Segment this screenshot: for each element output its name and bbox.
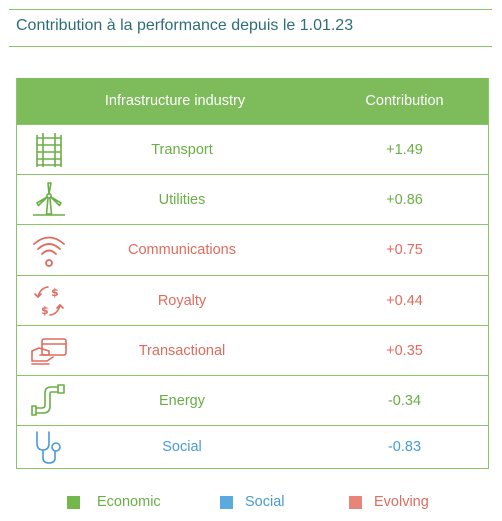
row-value: +0.75 <box>386 242 423 258</box>
row-value: +0.44 <box>386 292 423 309</box>
header-contribution: Contribution <box>365 93 444 109</box>
pipeline-icon <box>29 381 69 421</box>
contribution-table: Infrastructure industry Contribution Tra… <box>16 78 489 469</box>
header-industry: Infrastructure industry <box>104 93 246 109</box>
row-name: Communications <box>128 242 236 258</box>
legend-economic: Economic <box>67 494 161 510</box>
row-value: -0.83 <box>387 439 422 455</box>
row-name: Energy <box>159 392 205 409</box>
page-title: Contribution à la performance depuis le … <box>16 17 354 34</box>
title-rule <box>9 46 492 47</box>
legend-swatch-economic <box>67 495 80 509</box>
stethoscope-icon <box>29 427 69 467</box>
legend-evolving: Evolving <box>349 494 429 510</box>
table-row-communications: Communications +0.75 <box>17 224 488 275</box>
row-value: +1.49 <box>386 141 423 158</box>
dollar-cycle-icon: $ $ <box>29 281 69 321</box>
row-name: Utilities <box>158 191 206 208</box>
table-row-transport: Transport +1.49 <box>17 124 488 174</box>
row-value: +0.86 <box>386 191 423 208</box>
legend-social: Social <box>220 494 285 510</box>
table-row-royalty: $ $ Royalty +0.44 <box>17 275 488 325</box>
card-payment-icon <box>29 331 69 371</box>
legend-label-social: Social <box>245 494 285 510</box>
table-header: Infrastructure industry Contribution <box>17 78 488 124</box>
wind-turbine-icon <box>29 180 69 220</box>
svg-text:$: $ <box>41 304 49 317</box>
legend-label-evolving: Evolving <box>374 494 429 510</box>
legend-swatch-evolving <box>349 495 362 509</box>
row-value: +0.35 <box>386 342 423 359</box>
legend: Economic Social Evolving <box>0 494 502 516</box>
legend-label-economic: Economic <box>97 494 161 510</box>
row-name: Royalty <box>157 292 207 309</box>
top-rule <box>9 9 492 10</box>
table-row-transactional: Transactional +0.35 <box>17 325 488 375</box>
legend-swatch-social <box>220 495 233 509</box>
row-name: Transactional <box>138 342 226 359</box>
row-name: Transport <box>151 141 213 158</box>
row-value: -0.34 <box>387 392 422 409</box>
row-name: Social <box>162 439 202 455</box>
svg-text:$: $ <box>51 286 59 299</box>
table-row-energy: Energy -0.34 <box>17 375 488 425</box>
wifi-signal-icon <box>29 230 69 270</box>
railway-track-icon <box>29 130 69 170</box>
table-row-social: Social -0.83 <box>17 425 488 468</box>
table-row-utilities: Utilities +0.86 <box>17 174 488 224</box>
